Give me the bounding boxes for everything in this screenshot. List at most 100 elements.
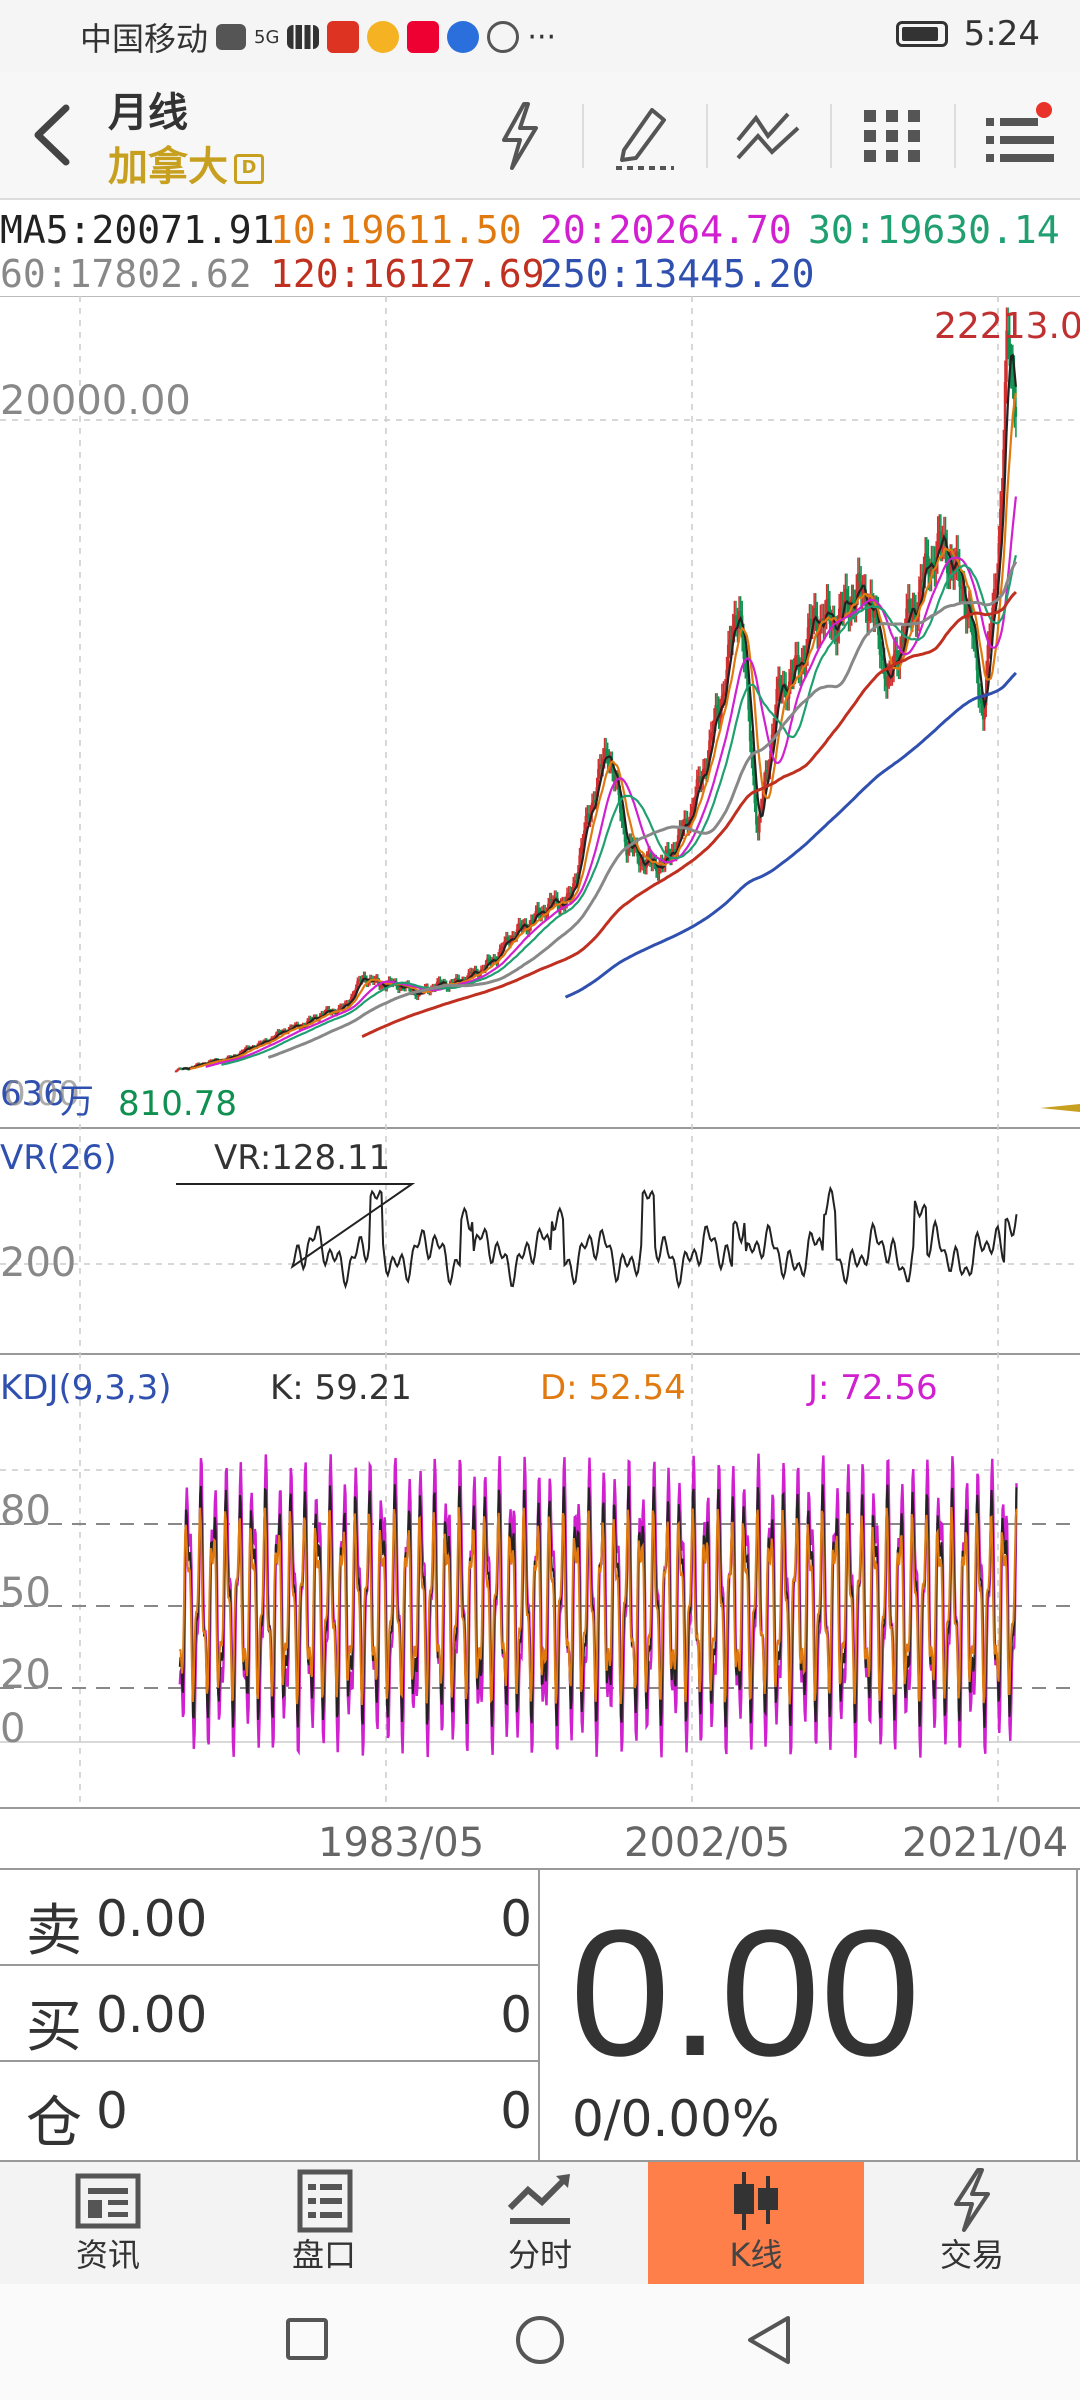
- candle-body: [246, 1046, 250, 1049]
- recents-button[interactable]: [286, 2318, 328, 2360]
- min-price-label: 810.78: [118, 1084, 237, 1124]
- back-icon[interactable]: [24, 100, 84, 170]
- candle-body: [712, 719, 716, 732]
- position-row[interactable]: 仓 0 0: [0, 2060, 538, 2156]
- candle-body: [501, 946, 505, 949]
- menu-icon[interactable]: [978, 96, 1058, 176]
- kdj-title[interactable]: KDJ(9,3,3): [0, 1368, 172, 1408]
- candle-body: [701, 769, 705, 781]
- candle-body: [417, 993, 420, 997]
- candle-body: [986, 644, 989, 674]
- indicator-icon[interactable]: [728, 96, 808, 176]
- hd-icon: [216, 24, 247, 50]
- candle-body: [640, 861, 644, 864]
- candle-body: [339, 1006, 342, 1008]
- nav-trade[interactable]: 交易: [864, 2162, 1080, 2284]
- candle-body: [531, 919, 534, 922]
- candle-body: [897, 663, 900, 667]
- flash-icon[interactable]: [480, 96, 560, 176]
- candle-body: [503, 941, 506, 947]
- status-left: 中国移动 5G ···: [80, 14, 556, 60]
- candle-body: [583, 830, 586, 842]
- candle-body: [776, 679, 780, 690]
- candle-body: [975, 644, 979, 671]
- candle-body: [864, 589, 867, 609]
- candle-body: [536, 907, 539, 912]
- candle-body: [759, 807, 763, 815]
- nav-orderbook[interactable]: 盘口: [216, 2162, 432, 2284]
- candle-body: [238, 1052, 242, 1055]
- candle-body: [717, 708, 720, 718]
- candle-body: [174, 1070, 178, 1073]
- candle-body: [949, 560, 952, 574]
- grid-icon[interactable]: [852, 96, 932, 176]
- candle-body: [895, 650, 899, 664]
- candle-body: [802, 658, 805, 662]
- bid-row[interactable]: 买 0.00 0: [0, 1964, 538, 2062]
- candle-body: [828, 605, 831, 624]
- vr-line: [176, 1183, 1018, 1290]
- nav-intraday[interactable]: 分时: [432, 2162, 648, 2284]
- candle-body: [288, 1026, 292, 1030]
- candle-body: [177, 1068, 181, 1070]
- candle-body: [733, 615, 736, 629]
- candle-body: [844, 588, 847, 600]
- signal-icon: [287, 25, 320, 49]
- back-nav-button[interactable]: [744, 2314, 794, 2366]
- ma20-legend: 20:20264.70: [540, 208, 792, 252]
- home-button[interactable]: [516, 2316, 564, 2364]
- candle-body: [257, 1042, 261, 1046]
- candle-body: [808, 618, 811, 628]
- candle-body: [769, 750, 772, 770]
- candle-body: [792, 671, 796, 677]
- candle-body: [626, 848, 630, 856]
- x-tick-2021: 2021/04: [902, 1820, 1069, 1866]
- candle-body: [811, 619, 814, 625]
- candle-body: [468, 971, 472, 974]
- candle-body: [271, 1037, 275, 1040]
- candle-body: [590, 802, 594, 814]
- candle-body: [321, 1013, 325, 1016]
- nav-news-label: 资讯: [75, 2236, 140, 2274]
- system-nav-bar: [0, 2284, 1080, 2400]
- candle-body: [517, 923, 520, 930]
- candle-body: [665, 849, 669, 854]
- candle-body: [648, 853, 652, 860]
- candle-body: [359, 979, 362, 982]
- candle-body: [309, 1018, 312, 1020]
- candle-body: [673, 849, 677, 854]
- candle-body: [841, 606, 844, 612]
- vr-title[interactable]: VR(26): [0, 1138, 117, 1178]
- nav-news[interactable]: 资讯: [0, 2162, 216, 2284]
- notification-dot: [1036, 102, 1052, 118]
- candle-body: [994, 588, 997, 591]
- candle-body: [931, 561, 935, 564]
- candle-body: [970, 617, 974, 635]
- ask-row[interactable]: 卖 0.00 0: [0, 1868, 538, 1966]
- candle-body: [687, 825, 691, 828]
- bid-volume: 0: [500, 1986, 532, 2044]
- ma-line-120: [361, 590, 1017, 1038]
- candle-body: [381, 984, 384, 987]
- candle-body: [553, 896, 556, 902]
- candle-body: [751, 758, 755, 776]
- instrument-name[interactable]: 加拿大 D: [108, 134, 264, 192]
- candle-body: [654, 862, 658, 871]
- candle-body: [274, 1033, 278, 1038]
- candle-body: [454, 977, 458, 982]
- candle-body: [980, 700, 983, 704]
- candle-body: [196, 1063, 200, 1066]
- kline-chart[interactable]: [0, 296, 1080, 1868]
- ma-line-250: [564, 671, 1018, 999]
- candle-body: [620, 812, 623, 820]
- candle-body: [872, 607, 875, 618]
- nav-kline[interactable]: K线: [648, 2162, 864, 2284]
- candle-body: [415, 995, 419, 998]
- candle-body: [357, 979, 361, 982]
- candle-body: [512, 936, 516, 938]
- app-header: 月线 加拿大 D: [0, 72, 1080, 200]
- candle-body: [515, 929, 519, 937]
- hand-icon: [487, 21, 520, 53]
- candle-body: [711, 731, 714, 734]
- pencil-icon[interactable]: [604, 96, 684, 176]
